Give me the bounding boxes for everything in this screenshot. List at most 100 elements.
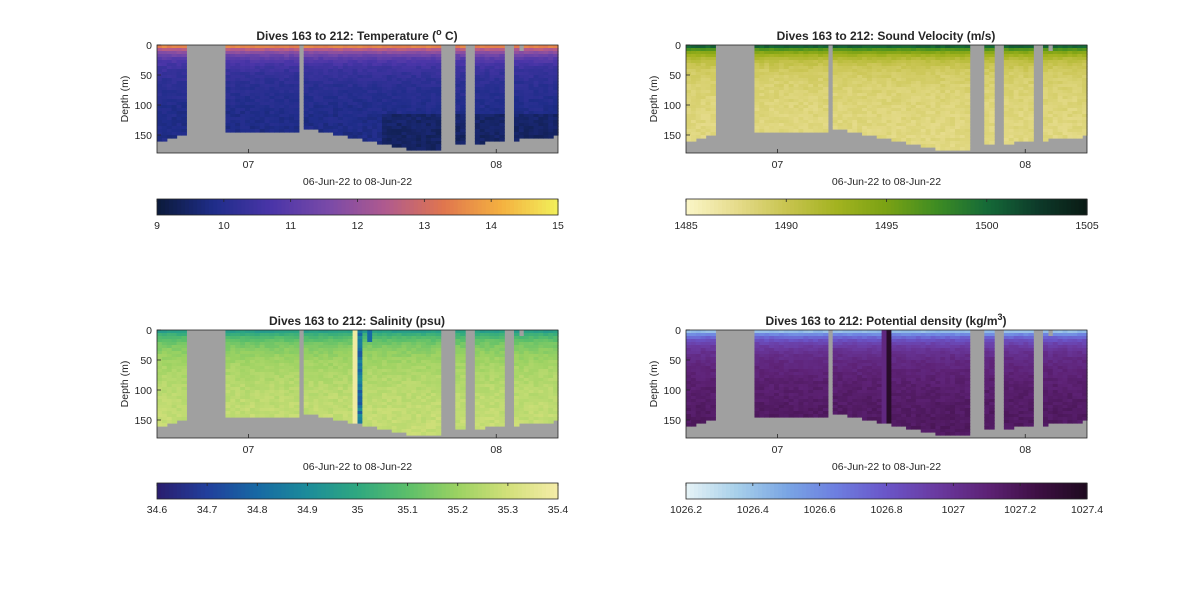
heatmap-cell	[362, 138, 367, 142]
heatmap-cell	[294, 129, 299, 133]
heatmap-cell	[548, 135, 553, 139]
colorbar-swatch	[474, 199, 479, 215]
heatmap-cell	[172, 135, 177, 139]
heatmap-cell	[882, 135, 887, 139]
heatmap-cell	[157, 138, 162, 142]
colorbar-tick-label: 13	[418, 220, 430, 232]
heatmap-cell	[245, 414, 250, 418]
x-tick-label: 08	[1019, 159, 1031, 171]
heatmap-cell	[534, 135, 539, 139]
heatmap-cell	[245, 129, 250, 133]
heatmap-cell	[950, 147, 955, 151]
heatmap-cell	[789, 129, 794, 133]
heatmap-cell	[177, 417, 182, 421]
y-axis-label: Depth (m)	[648, 76, 660, 123]
colorbar-swatch	[157, 199, 162, 215]
heatmap-cell	[260, 414, 265, 418]
colorbar-swatch	[406, 199, 411, 215]
colorbar-swatch	[1011, 199, 1016, 215]
heatmap-cell	[906, 141, 911, 145]
heatmap-cell	[348, 135, 353, 139]
colorbar-swatch	[911, 199, 916, 215]
colorbar-swatch	[285, 199, 290, 215]
colorbar-swatch	[991, 199, 996, 215]
heatmap-cell	[377, 141, 382, 145]
panel-title-suffix: C)	[442, 29, 458, 43]
heatmap-cell	[494, 138, 499, 142]
heatmap-cell	[411, 147, 416, 151]
colorbar-swatch	[975, 199, 980, 215]
colorbar-swatch	[434, 199, 439, 215]
colorbar-swatch	[301, 199, 306, 215]
colorbar-swatch	[790, 199, 795, 215]
y-tick-label: 50	[669, 70, 681, 82]
heatmap-cell	[754, 129, 759, 133]
panel-title-text: Dives 163 to 212: Sound Velocity (m/s)	[777, 29, 996, 43]
heatmap-cell	[274, 414, 279, 418]
colorbar-swatch	[378, 199, 383, 215]
heatmap-cell	[157, 423, 162, 427]
colorbar-swatch	[345, 199, 350, 215]
colorbar-swatch	[690, 199, 695, 215]
colorbar-swatch	[1079, 199, 1084, 215]
heatmap-cell	[1014, 138, 1019, 142]
heatmap-cell	[808, 129, 813, 133]
colorbar-swatch	[927, 199, 932, 215]
colorbar-swatch	[967, 199, 972, 215]
heatmap-cell	[172, 420, 177, 424]
heatmap-cell	[798, 129, 803, 133]
colorbar-swatch	[907, 199, 912, 215]
heatmap-cell	[911, 141, 916, 145]
heatmap-cell	[416, 147, 421, 151]
heatmap-cell	[181, 417, 186, 421]
colorbar-swatch	[915, 199, 920, 215]
heatmap-cell	[960, 147, 965, 151]
colorbar-swatch	[1035, 199, 1040, 215]
heatmap-cell	[926, 144, 931, 148]
colorbar-swatch	[734, 199, 739, 215]
colorbar-swatch	[726, 199, 731, 215]
colorbar-swatch	[458, 199, 463, 215]
colorbar-swatch	[754, 199, 759, 215]
heatmap-cell	[701, 135, 706, 139]
panel-title-text: Dives 163 to 212: Salinity (psu)	[269, 314, 445, 328]
heatmap-cell	[265, 414, 270, 418]
colorbar-swatch	[1043, 199, 1048, 215]
colorbar-swatch	[478, 199, 483, 215]
x-tick-label: 07	[243, 159, 255, 171]
colorbar-swatch	[506, 199, 511, 215]
heatmap-cell	[367, 138, 372, 142]
heatmap-cell	[931, 144, 936, 148]
colorbar-swatch	[1027, 199, 1032, 215]
heatmap-cell	[887, 135, 892, 139]
heatmap-cell	[935, 147, 940, 151]
colorbar-swatch	[430, 199, 435, 215]
colorbar-swatch	[550, 199, 555, 215]
colorbar-tick-label: 1490	[775, 220, 799, 232]
colorbar-swatch	[1023, 199, 1028, 215]
heatmap-cell	[382, 141, 387, 145]
heatmap-cell	[279, 129, 284, 133]
heatmap-cell	[514, 138, 519, 142]
heatmap-cell	[255, 129, 260, 133]
colorbar-swatch	[778, 199, 783, 215]
colorbar-swatch	[462, 199, 467, 215]
colorbar-swatch	[919, 199, 924, 215]
colorbar-swatch	[830, 199, 835, 215]
colorbar-swatch	[710, 199, 715, 215]
colorbar-swatch	[329, 199, 334, 215]
colorbar-tick-label: 10	[218, 220, 230, 232]
colorbar-swatch	[317, 199, 322, 215]
heatmap-cell	[235, 129, 240, 133]
heatmap-cell	[813, 129, 818, 133]
colorbar-swatch	[903, 199, 908, 215]
panel-2: Dives 163 to 212: Salinity (psu)05010015…	[119, 314, 568, 516]
colorbar-swatch	[1015, 199, 1020, 215]
colorbar-tick-label: 1500	[975, 220, 999, 232]
colorbar-swatch	[165, 199, 170, 215]
colorbar-swatch	[1031, 199, 1036, 215]
heatmap-cell	[779, 129, 784, 133]
heatmap-cell	[538, 135, 543, 139]
